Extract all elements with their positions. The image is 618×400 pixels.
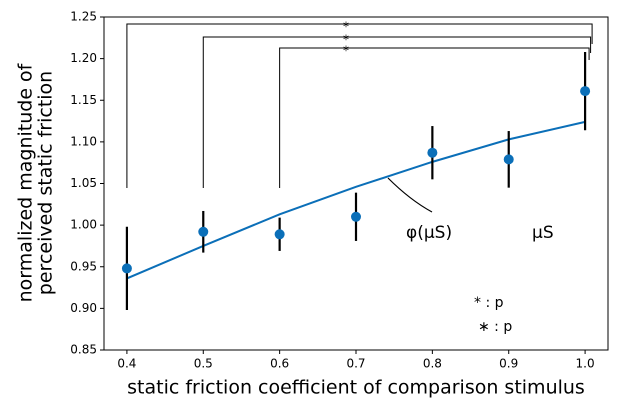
x-axis-title: static friction coefficient of compariso…: [127, 377, 585, 399]
y-tick-label: 1.25: [70, 10, 97, 24]
y-tick-label: 1.00: [70, 218, 97, 232]
annotation: μS: [532, 223, 554, 243]
annotation: φ(μS): [406, 223, 452, 243]
legend-entry: * : p: [474, 295, 504, 311]
data-point: [198, 226, 209, 237]
y-axis-title: normalized magnitude of: [15, 62, 37, 302]
x-tick-label: 0.7: [346, 357, 365, 371]
data-point: [427, 147, 438, 158]
y-tick-label: 0.85: [70, 343, 97, 357]
y-tick-label: 1.15: [70, 93, 97, 107]
data-point: [503, 154, 514, 165]
y-tick-label: 0.95: [70, 259, 97, 273]
significance-bracket: [279, 47, 590, 188]
y-tick-label: 1.10: [70, 134, 97, 148]
x-tick-label: 0.9: [499, 357, 518, 371]
annotation-arrow: [387, 177, 433, 213]
x-tick-label: 1.0: [576, 357, 595, 371]
significance-label: *: [343, 44, 349, 58]
data-point: [274, 229, 285, 240]
y-tick-label: 0.90: [70, 301, 97, 315]
significance-label: *: [343, 20, 349, 34]
y-tick-label: 1.05: [70, 176, 97, 190]
x-tick-label: 0.4: [117, 357, 136, 371]
x-tick-label: 0.5: [194, 357, 213, 371]
x-tick-label: 0.8: [423, 357, 442, 371]
plot-frame: [103, 16, 609, 351]
significance-label: *: [343, 33, 349, 47]
data-point: [580, 86, 591, 97]
x-tick-label: 0.6: [270, 357, 289, 371]
data-point: [121, 263, 132, 274]
data-point: [351, 211, 361, 222]
significance-bracket: [202, 36, 592, 188]
legend-entry: ∗ : p: [478, 319, 512, 335]
y-tick-label: 1.20: [70, 51, 97, 65]
significance-bracket: [126, 23, 593, 188]
y-axis-title: perceived static friction: [35, 71, 57, 295]
